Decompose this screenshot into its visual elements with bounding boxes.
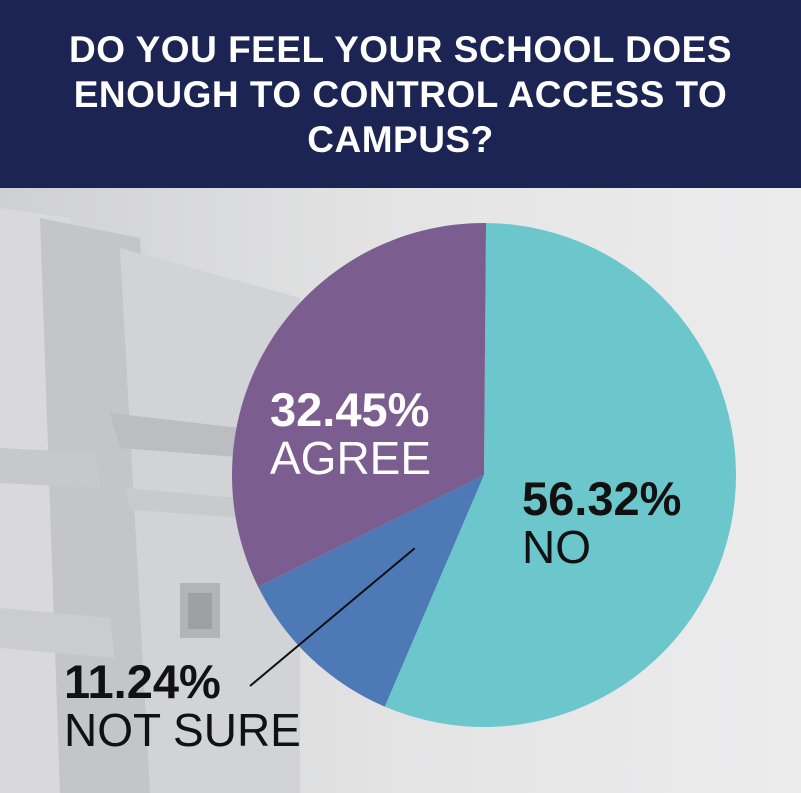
not-sure-leader-line xyxy=(249,547,416,687)
label-no: 56.32% NO xyxy=(522,475,681,570)
slice-agree xyxy=(232,223,487,587)
agree-label: AGREE xyxy=(270,432,432,484)
no-percent: 56.32% xyxy=(522,472,682,525)
title-banner: DO YOU FEEL YOUR SCHOOL DOES ENOUGH TO C… xyxy=(0,0,801,188)
not-sure-label: NOT SURE xyxy=(64,704,301,756)
slice-not-sure xyxy=(258,475,484,707)
chart-title: DO YOU FEEL YOUR SCHOOL DOES ENOUGH TO C… xyxy=(69,28,732,160)
agree-percent: 32.45% xyxy=(270,383,430,436)
label-agree: 32.45% AGREE xyxy=(270,386,431,481)
not-sure-percent: 11.24% xyxy=(64,655,221,708)
label-not-sure: 11.24% NOT SURE xyxy=(64,658,301,753)
no-label: NO xyxy=(522,521,591,573)
slice-no xyxy=(384,223,736,727)
